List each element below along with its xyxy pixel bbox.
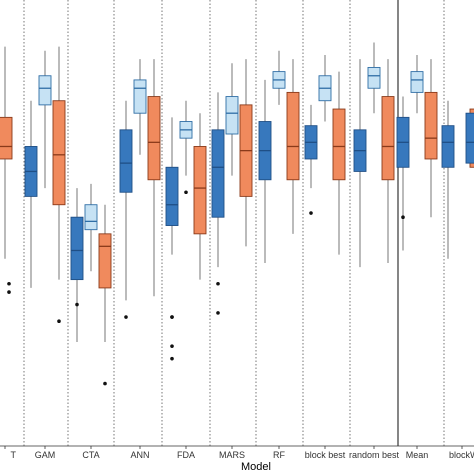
iqr-box (133, 79, 147, 114)
box-random best (381, 59, 395, 263)
outlier-point (401, 215, 405, 219)
box-FDA (165, 117, 179, 361)
box-random best (353, 59, 367, 268)
iqr-box (0, 116, 13, 160)
x-axis (0, 445, 474, 449)
x-tick-label: CTA (82, 450, 99, 460)
box-RF (258, 79, 272, 263)
box-Mean (396, 96, 410, 251)
x-tick-label: GAM (35, 450, 56, 460)
x-tick-labels: T GAM CTA ANN FDA MARS RF block best random best… (11, 450, 474, 460)
outlier-point (216, 281, 220, 286)
x-tick-label: FDA (177, 450, 195, 460)
box-GAM (38, 50, 52, 189)
box-RF (286, 59, 300, 234)
box-Mean (410, 54, 424, 114)
x-tick-label: T (11, 450, 17, 460)
iqr-box (381, 96, 395, 181)
x-tick-label: Mean (406, 450, 429, 460)
x-tick-label: blockW (449, 450, 474, 460)
outlier-point (103, 381, 107, 386)
box-RF (272, 50, 286, 105)
box-block best (304, 104, 318, 215)
iqr-box (410, 71, 424, 93)
iqr-box (211, 129, 225, 218)
iqr-box (119, 129, 133, 193)
box-CTA (84, 183, 98, 272)
box-ANN (119, 100, 133, 319)
iqr-box (147, 96, 161, 181)
x-tick-label: ANN (130, 450, 149, 460)
outlier-point (309, 211, 313, 215)
iqr-box (465, 112, 474, 164)
x-tick-label: MARS (219, 450, 245, 460)
box-FDA (179, 100, 193, 195)
panel-separators (23, 0, 445, 446)
box-T-partial (0, 46, 13, 294)
iqr-box (52, 100, 66, 206)
iqr-box (424, 91, 438, 160)
x-tick-label: RF (273, 450, 285, 460)
x-tick-label: block best (305, 450, 346, 460)
iqr-box (441, 125, 455, 168)
box-ANN (133, 59, 147, 155)
iqr-box (165, 166, 179, 226)
iqr-box (286, 91, 300, 181)
outlier-point (170, 356, 174, 361)
boxplot-boxes (0, 42, 474, 386)
outlier-point (57, 319, 61, 324)
box-ANN (147, 59, 161, 297)
box-GAM (24, 100, 38, 288)
box-block best (332, 71, 346, 255)
box-block best (318, 54, 332, 122)
box-FDA (193, 113, 207, 280)
x-axis-title: Model (241, 461, 271, 473)
box-CTA (98, 204, 112, 386)
box-Mean (424, 59, 438, 218)
box-blockW-partial (465, 112, 474, 164)
outlier-point (184, 190, 188, 195)
outlier-point (216, 311, 220, 315)
iqr-box (38, 75, 52, 106)
iqr-box (225, 96, 239, 135)
iqr-box (70, 216, 84, 281)
outlier-point (7, 281, 11, 286)
iqr-box (98, 233, 112, 289)
box-blockW (441, 100, 455, 259)
box-MARS (239, 59, 253, 247)
box-random best (367, 42, 381, 114)
outlier-point (170, 344, 174, 348)
outlier-point (124, 315, 128, 319)
box-GAM (52, 46, 66, 324)
outlier-point (170, 315, 174, 319)
box-MARS (225, 63, 239, 176)
iqr-box (367, 66, 381, 89)
iqr-box (332, 108, 346, 181)
box-MARS (211, 92, 225, 315)
outlier-point (75, 302, 79, 307)
x-tick-label: random best (349, 450, 400, 460)
box-CTA (70, 188, 84, 342)
outlier-point (7, 290, 11, 294)
iqr-box (84, 204, 98, 231)
iqr-box (193, 146, 207, 235)
